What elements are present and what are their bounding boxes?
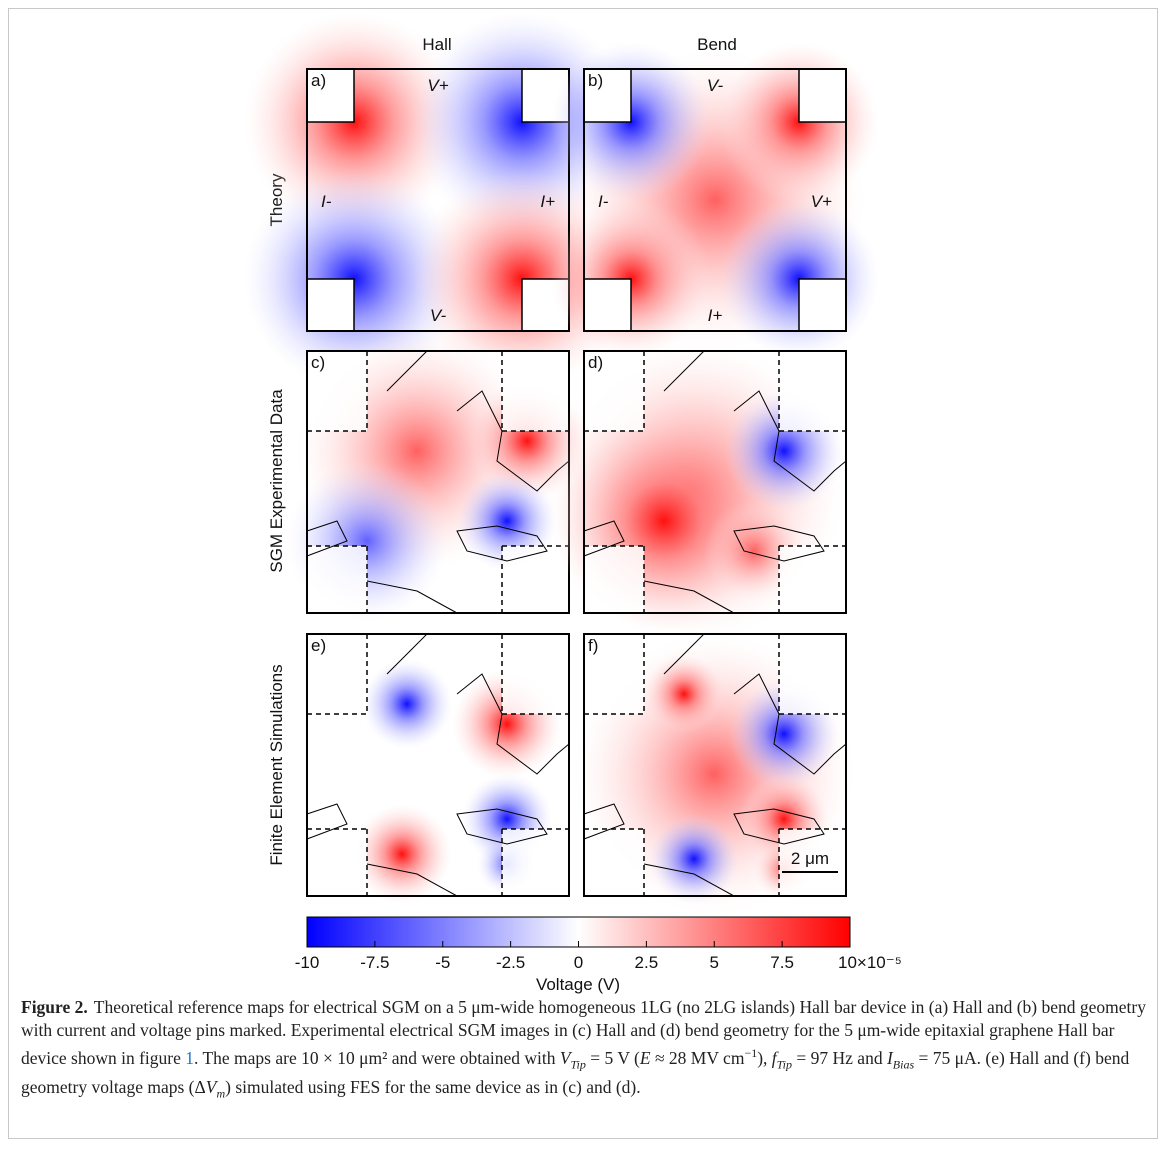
contact-corner [502,351,569,431]
panel-label: a) [311,71,326,90]
colorbar-label: Voltage (V) [536,975,620,994]
colorbar-tick-label: -2.5 [496,953,525,972]
colorbar-tick-label: 2.5 [635,953,659,972]
colorbar-tick-label: -7.5 [360,953,389,972]
caption-sup: −1 [744,1046,758,1060]
scale-bar-label: 2 μm [791,849,829,868]
contact-corner [306,68,355,123]
pin-label: V+ [427,76,448,95]
contact-corner [798,68,847,123]
pin-label: V- [430,306,447,325]
contact-corner [502,829,569,896]
figure-link[interactable]: 1 [185,1047,195,1068]
contact-corner [306,278,355,332]
caption-sub: m [216,1086,226,1101]
colorbar-tick-label: 10×10⁻⁵ [838,953,902,972]
row-label: Finite Element Simulations [267,664,286,865]
panel-border [583,633,847,897]
panel-label: f) [588,636,598,655]
caption-text: = 97 Hz and [792,1047,887,1068]
colorbar-tick-label: 5 [710,953,719,972]
map-panel: f) 2 μm [574,633,854,914]
colorbar-tick-label: -5 [435,953,450,972]
contact-corner [307,634,367,714]
island-outline [583,350,847,614]
contact-corner [502,634,569,714]
caption-sub: Tip [570,1057,586,1072]
contact-corner [583,278,632,332]
contact-corner [779,351,846,431]
map-field [644,654,724,734]
caption-sub: Tip [776,1057,793,1072]
panel-label: b) [588,71,603,90]
caption-text: . The maps are 10 × 10 μm² and were obta… [194,1047,560,1068]
contact-corner [584,351,644,431]
caption-math: V [559,1047,571,1068]
map-panel: d) [544,341,847,641]
caption-sub: Bias [892,1057,915,1072]
panel-border [583,350,847,614]
colorbar-tick-label: 7.5 [770,953,794,972]
pin-label: I- [598,192,609,211]
contact-corner [307,829,367,896]
pin-label: V- [707,76,724,95]
contact-corner [502,546,569,613]
contact-corner [779,634,846,714]
map-field [362,659,452,749]
contact-corner [779,546,846,613]
row-label: SGM Experimental Data [267,389,286,573]
panel-border [583,68,847,332]
panel-label: e) [311,636,326,655]
caption-text: = 75 μA. (e) Hall and (f) bend geometry … [21,1047,1130,1098]
pin-label: V+ [811,192,832,211]
caption-text: ≈ 28 MV cm [650,1047,745,1068]
caption-text: Theoretical reference maps for electrica… [21,997,1146,1068]
contact-corner [307,546,367,613]
contact-corner [779,829,846,896]
map-field [649,814,739,904]
caption-math: E [639,1047,651,1068]
map-panel: b) V- I- V+ I+ [551,42,879,359]
colorbar-tick-label: -10 [295,953,320,972]
caption-math: f [771,1047,777,1068]
panel-border [306,633,570,897]
figure: Hall Bend Theory SGM Experimental Data F… [244,12,902,994]
pin-label: I+ [540,192,555,211]
pin-label: I+ [708,306,723,325]
column-header: Bend [697,35,737,54]
caption-math: I [886,1047,893,1068]
caption-text: = 5 V ( [585,1047,640,1068]
caption: Figure 2. Theoretical reference maps for … [21,996,1146,1106]
contact-corner [584,829,644,896]
contact-corner [584,634,644,714]
panel-label: d) [588,353,603,372]
figure-frame [8,8,1158,1139]
caption-label: Figure 2. [21,997,88,1017]
pin-label: I- [321,192,332,211]
island-outline [306,633,570,897]
caption-text: ) simulated using FES for the same devic… [225,1077,641,1098]
island-outline [306,350,570,614]
island-outline [583,633,847,897]
contact-corner [584,546,644,613]
map-panel: c) [287,331,587,621]
caption-text: ), [757,1047,772,1068]
contact-corner [798,278,847,332]
panel-label: c) [311,353,325,372]
colorbar-tick-label: 0 [574,953,583,972]
contact-corner [307,351,367,431]
map-panel: e) [306,633,570,904]
caption-math: V [205,1077,217,1098]
